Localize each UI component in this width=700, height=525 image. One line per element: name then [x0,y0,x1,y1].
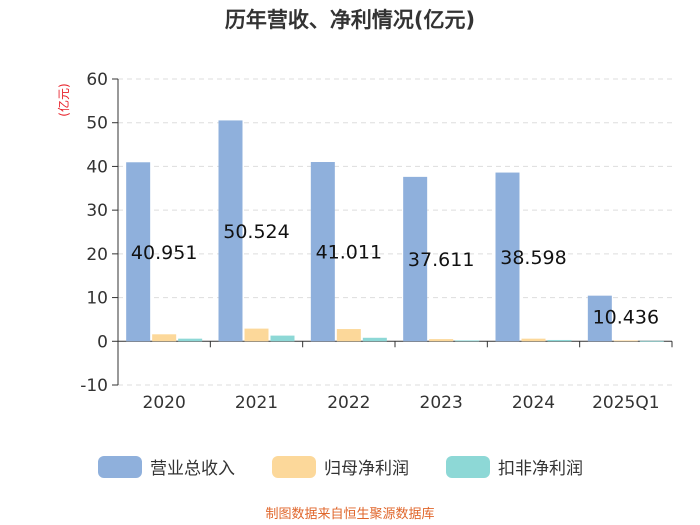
data-labels: 40.951 50.524 41.011 37.611 38.598 10.436 [131,221,659,329]
x-tick-label: 2025Q1 [592,393,659,413]
bar-归母净利润-2021 [244,328,269,342]
x-tick-label: 2023 [420,393,463,413]
y-tick-label: 30 [86,201,108,221]
data-label: 41.011 [316,242,382,264]
y-tick-label: 20 [86,245,108,265]
source-note: 制图数据来自恒生聚源数据库 [265,506,434,522]
legend-label: 扣非净利润 [498,459,583,479]
y-tick-label: 10 [86,289,108,309]
bar-营业总收入-2023 [403,176,428,342]
legend-swatch [98,456,142,478]
x-tick-label: 2021 [235,393,278,413]
data-label: 37.611 [408,249,474,271]
data-label: 10.436 [593,307,659,329]
bars [126,120,664,342]
bar-营业总收入-2021 [218,120,243,342]
y-tick-label: -10 [80,376,108,396]
bar-归母净利润-2025Q1 [613,340,638,342]
data-label: 50.524 [223,221,289,243]
legend-swatch [446,456,490,478]
bar-营业总收入-2020 [126,162,151,342]
bar-扣非净利润-2020 [178,338,203,342]
bar-营业总收入-2024 [495,172,520,342]
x-tick-label: 2024 [512,393,555,413]
bar-归母净利润-2024 [521,338,546,342]
legend: 营业总收入 归母净利润 扣非净利润 [98,456,583,479]
legend-label: 营业总收入 [150,459,235,479]
data-label: 40.951 [131,242,197,264]
y-axis-label: (亿元) [56,83,71,116]
bar-营业总收入-2025Q1 [587,295,612,342]
x-tick-label: 2022 [327,393,370,413]
y-tick-label: 50 [86,114,108,134]
data-label: 38.598 [500,247,566,269]
bar-营业总收入-2022 [310,162,335,342]
bar-扣非净利润-2023 [455,340,480,342]
grid [118,78,672,386]
chart-title: 历年营收、净利情况(亿元) [225,8,475,32]
bar-归母净利润-2020 [152,334,177,342]
bar-扣非净利润-2021 [270,335,295,342]
bar-归母净利润-2023 [429,339,454,342]
legend-swatch [272,456,316,478]
axes: 60 50 40 30 20 10 0 -10 2020 2021 2022 2023 2024 2025… [80,70,673,413]
y-tick-label: 60 [86,70,108,90]
legend-label: 归母净利润 [324,459,409,479]
y-tick-label: 0 [97,332,108,352]
bar-扣非净利润-2022 [362,337,387,342]
bar-扣非净利润-2024 [547,339,572,342]
bar-归母净利润-2022 [336,329,361,342]
y-tick-label: 40 [86,157,108,177]
bar-扣非净利润-2025Q1 [639,340,664,342]
x-tick-label: 2020 [143,393,186,413]
